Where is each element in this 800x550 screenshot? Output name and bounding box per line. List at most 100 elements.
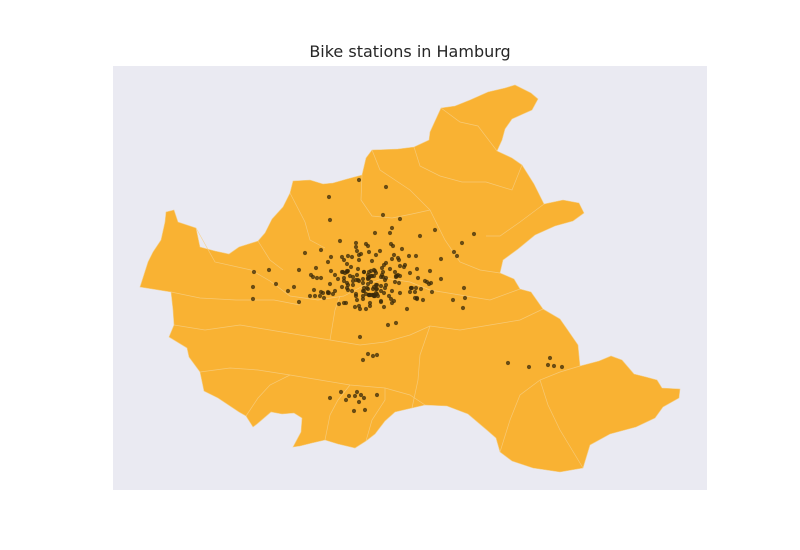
bike-station-marker	[381, 290, 387, 296]
bike-station-marker	[547, 355, 553, 361]
bike-station-marker	[356, 177, 362, 183]
bike-station-marker	[413, 285, 419, 291]
bike-station-marker	[318, 247, 324, 253]
bike-station-marker	[388, 296, 394, 302]
bike-station-marker	[412, 289, 418, 295]
bike-station-marker	[328, 268, 334, 274]
bike-station-marker	[545, 362, 551, 368]
bike-station-marker	[266, 267, 272, 273]
bike-station-marker	[392, 279, 398, 285]
bike-station-marker	[361, 269, 367, 275]
bike-station-marker	[363, 306, 369, 312]
bike-station-marker	[321, 295, 327, 301]
bike-station-marker	[353, 244, 359, 250]
bike-station-marker	[438, 276, 444, 282]
bike-station-marker	[392, 269, 398, 275]
bike-station-marker	[345, 253, 351, 259]
bike-station-marker	[381, 262, 387, 268]
bike-station-marker	[367, 300, 373, 306]
bike-station-marker	[364, 285, 370, 291]
bike-station-marker	[389, 288, 395, 294]
bike-station-marker	[357, 334, 363, 340]
bike-station-marker	[350, 278, 356, 284]
bike-station-marker	[326, 290, 332, 296]
bike-station-marker	[341, 257, 347, 263]
bike-station-marker	[354, 248, 360, 254]
bike-station-marker	[450, 297, 456, 303]
bike-station-marker	[362, 407, 368, 413]
bike-station-marker	[365, 281, 371, 287]
hamburg-region	[139, 84, 681, 473]
bike-station-marker	[349, 288, 355, 294]
bike-station-marker	[312, 293, 318, 299]
bike-station-marker	[415, 275, 421, 281]
bike-station-marker	[370, 286, 376, 292]
bike-station-marker	[369, 258, 375, 264]
bike-station-marker	[459, 240, 465, 246]
bike-station-marker	[366, 249, 372, 255]
bike-station-marker	[360, 293, 366, 299]
bike-station-marker	[387, 266, 393, 272]
bike-station-marker	[352, 393, 358, 399]
bike-station-marker	[407, 289, 413, 295]
bike-station-marker	[391, 252, 397, 258]
bike-station-marker	[341, 278, 347, 284]
bike-station-marker	[273, 281, 279, 287]
bike-station-marker	[396, 280, 402, 286]
bike-station-marker	[397, 263, 403, 269]
bike-station-marker	[402, 262, 408, 268]
bike-station-marker	[338, 389, 344, 395]
bike-station-marker	[422, 278, 428, 284]
bike-station-marker	[386, 293, 392, 299]
bike-station-marker	[432, 227, 438, 233]
bike-station-marker	[251, 269, 257, 275]
bike-station-marker	[327, 217, 333, 223]
bike-station-marker	[341, 275, 347, 281]
bike-station-marker	[335, 276, 341, 282]
bike-station-marker	[404, 306, 410, 312]
bike-station-marker	[354, 297, 360, 303]
bike-station-marker	[368, 292, 374, 298]
bike-station-marker	[414, 295, 420, 301]
bike-station-marker	[385, 322, 391, 328]
bike-station-marker	[460, 305, 466, 311]
bike-station-marker	[371, 267, 377, 273]
bike-station-marker	[346, 393, 352, 399]
bike-station-marker	[326, 194, 332, 200]
bike-station-marker	[428, 280, 434, 286]
bike-station-marker	[344, 261, 350, 267]
bike-station-marker	[393, 320, 399, 326]
bike-station-marker	[336, 301, 342, 307]
bike-station-marker	[302, 250, 308, 256]
bike-station-marker	[393, 273, 399, 279]
bike-station-marker	[332, 272, 338, 278]
bike-station-marker	[291, 284, 297, 290]
bike-station-marker	[377, 248, 383, 254]
bike-station-marker	[380, 212, 386, 218]
bike-station-marker	[328, 254, 334, 260]
bike-station-marker	[397, 290, 403, 296]
bike-station-marker	[250, 296, 256, 302]
bike-station-marker	[374, 352, 380, 358]
bike-station-marker	[396, 257, 402, 263]
bike-station-marker	[356, 252, 362, 258]
bike-station-marker	[307, 293, 313, 299]
bike-station-marker	[374, 392, 380, 398]
bike-station-marker	[344, 280, 350, 286]
bike-station-marker	[414, 266, 420, 272]
bike-station-marker	[332, 288, 338, 294]
bike-station-marker	[418, 286, 424, 292]
chart-title: Bike stations in Hamburg	[309, 42, 510, 61]
bike-station-marker	[368, 273, 374, 279]
bike-station-marker	[551, 363, 557, 369]
bike-station-marker	[397, 216, 403, 222]
bike-station-marker	[408, 285, 414, 291]
bike-station-marker	[318, 275, 324, 281]
bike-station-marker	[383, 282, 389, 288]
bike-station-marker	[370, 353, 376, 359]
bike-station-marker	[296, 299, 302, 305]
bike-station-marker	[358, 392, 364, 398]
bike-station-marker	[413, 253, 419, 259]
bike-station-marker	[438, 256, 444, 262]
